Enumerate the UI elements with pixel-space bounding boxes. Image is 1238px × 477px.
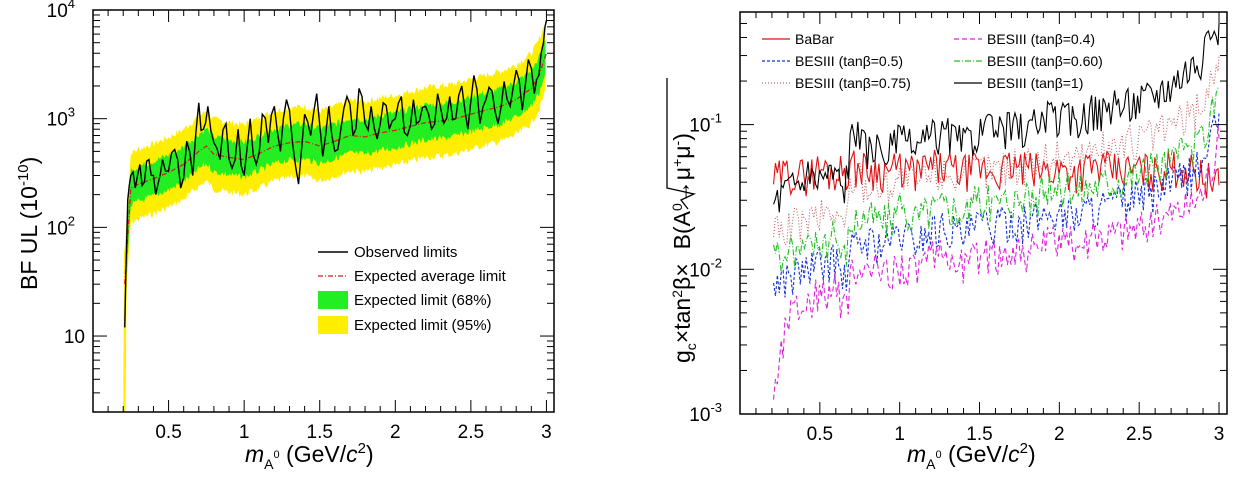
legend-label-tb1: BESIII (tanβ=1) xyxy=(987,75,1083,91)
y-tick-label: 10-1 xyxy=(689,111,722,137)
legend-label-tb05: BESIII (tanβ=0.5) xyxy=(795,53,903,69)
series-expected xyxy=(124,53,548,285)
legend: BaBar BESIII (tanβ=0.5) BESIII (tanβ=0.7… xyxy=(762,31,1103,91)
series-2 xyxy=(772,55,1220,246)
x-tick-label: 3 xyxy=(1214,424,1225,445)
y-ticks: 10-3 10-2 10-1 xyxy=(689,22,1227,426)
chart-right: 0.5 1 1.5 2 2.5 3 10-3 10-2 10-1 gc×tan2β×B(A0→… xyxy=(666,11,1228,472)
data-curves xyxy=(124,20,548,328)
series-3 xyxy=(772,125,1220,400)
y-axis-label: gc×tan2β×B(A0→μ+μ-) xyxy=(669,133,699,363)
legend-label-tb075: BESIII (tanβ=0.75) xyxy=(795,75,911,91)
y-tick-label: 103 xyxy=(47,105,75,131)
data-curves xyxy=(772,23,1220,400)
y-tick-label: 102 xyxy=(47,213,75,239)
x-ticks: 0.5 1 1.5 2 2.5 3 xyxy=(107,10,552,443)
x-tick-label: 1.5 xyxy=(966,424,992,445)
legend-swatch-95 xyxy=(318,316,348,334)
y-tick-label: 10-2 xyxy=(689,255,722,281)
x-tick-label: 2.5 xyxy=(458,422,484,443)
x-tick-label: 3 xyxy=(541,422,552,443)
legend-label-68: Expected limit (68%) xyxy=(354,292,492,309)
legend-label-tb04: BESIII (tanβ=0.4) xyxy=(987,31,1095,47)
series-observed xyxy=(124,20,548,328)
band-95 xyxy=(124,19,546,320)
x-tick-label: 2 xyxy=(1054,424,1065,445)
x-axis-label: mA0 (GeV/c2) xyxy=(245,440,374,472)
legend-label-95: Expected limit (95%) xyxy=(354,317,492,334)
legend-label-observed: Observed limits xyxy=(354,244,457,261)
y-ticks: 10 102 103 104 xyxy=(47,0,554,413)
y-tick-label: 104 xyxy=(47,0,75,22)
x-ticks: 0.5 1 1.5 2 2.5 3 xyxy=(755,12,1225,445)
x-tick-label: 2 xyxy=(390,422,401,443)
series-5 xyxy=(773,23,1220,213)
x-tick-label: 0.5 xyxy=(807,424,833,445)
series-1 xyxy=(772,113,1220,298)
y-tick-label: 10 xyxy=(64,327,85,348)
legend: Observed limits Expected average limit E… xyxy=(318,244,507,334)
series-0 xyxy=(772,149,1220,199)
x-tick-label: 2.5 xyxy=(1126,424,1152,445)
x-tick-label: 1.5 xyxy=(307,422,333,443)
plot-frame xyxy=(92,9,555,413)
sqrt-sign xyxy=(666,78,697,210)
y-tick-label: 10-3 xyxy=(689,400,722,426)
x-tick-label: 1 xyxy=(239,422,250,443)
plot-frame xyxy=(739,11,1228,415)
uncertainty-bands xyxy=(123,19,546,412)
series-4 xyxy=(772,87,1220,273)
legend-swatch-68 xyxy=(318,291,348,309)
legend-label-expected: Expected average limit xyxy=(354,268,507,285)
x-tick-label: 0.5 xyxy=(155,422,181,443)
x-axis-label: mA0 (GeV/c2) xyxy=(907,440,1036,472)
legend-label-babar: BaBar xyxy=(795,31,834,47)
x-tick-label: 1 xyxy=(894,424,905,445)
legend-label-tb060: BESIII (tanβ=0.60) xyxy=(987,53,1103,69)
chart-left: 0.5 1 1.5 2 2.5 3 10 102 103 104 BF UL (10-10) m… xyxy=(15,0,555,472)
y-axis-label: BF UL (10-10) xyxy=(15,157,42,290)
